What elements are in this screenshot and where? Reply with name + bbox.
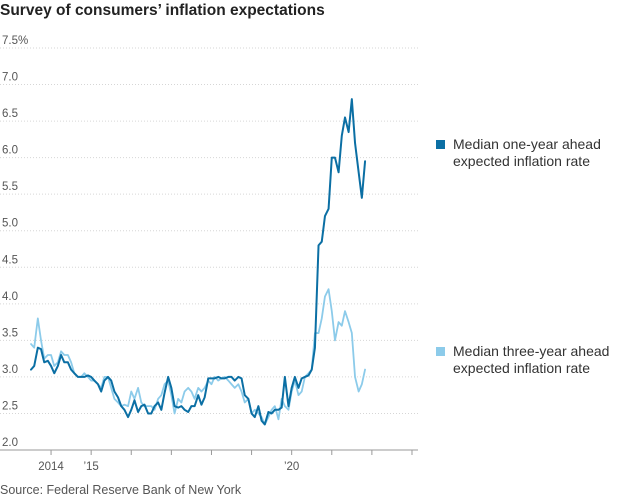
legend-item-three-year[interactable]: Median three-year ahead expected inflati… <box>436 343 609 377</box>
legend-label-three-year: Median three-year ahead expected inflati… <box>453 343 609 377</box>
series-line-one-year <box>30 98 367 426</box>
y-tick-label: 3.5 <box>2 327 18 339</box>
y-tick-label: 4.5 <box>2 254 18 266</box>
y-tick-label: 3.0 <box>2 364 18 376</box>
y-tick-label: 5.0 <box>2 218 18 230</box>
chart-title: Survey of consumers’ inflation expectati… <box>0 2 325 19</box>
series-lines <box>30 98 367 426</box>
legend-label-three-year-line2: expected inflation rate <box>453 360 590 376</box>
x-tick-label: ’20 <box>284 461 299 473</box>
gridlines <box>0 47 418 414</box>
legend-item-one-year[interactable]: Median one-year ahead expected inflation… <box>436 136 601 170</box>
legend-label-one-year-line2: expected inflation rate <box>453 153 590 169</box>
legend-label-three-year-line1: Median three-year ahead <box>453 343 610 359</box>
y-tick-label: 7.0 <box>2 72 18 84</box>
legend-swatch-one-year <box>436 140 445 149</box>
y-tick-label: 2.0 <box>2 437 18 449</box>
y-tick-label: 7.5% <box>2 35 28 47</box>
legend-label-one-year: Median one-year ahead expected inflation… <box>453 136 601 170</box>
series-line-three-year <box>30 288 366 426</box>
x-tick-label: ’15 <box>83 461 98 473</box>
x-axis: 2014 ’15 ’20 <box>0 449 418 473</box>
y-tick-label: 5.5 <box>2 181 18 193</box>
y-tick-label: 2.5 <box>2 400 18 412</box>
source-note: Source: Federal Reserve Bank of New York <box>0 483 242 497</box>
legend-swatch-three-year <box>436 347 445 356</box>
y-axis-tick-labels: 2.0 2.5 3.0 3.5 4.0 4.5 5.0 5.5 6.0 6.5 7.0 7.5% <box>2 35 28 449</box>
x-tick-label: 2014 <box>38 461 64 473</box>
y-tick-label: 6.5 <box>2 108 18 120</box>
y-tick-label: 4.0 <box>2 291 18 303</box>
legend-label-one-year-line1: Median one-year ahead <box>453 136 601 152</box>
y-tick-label: 6.0 <box>2 145 18 157</box>
